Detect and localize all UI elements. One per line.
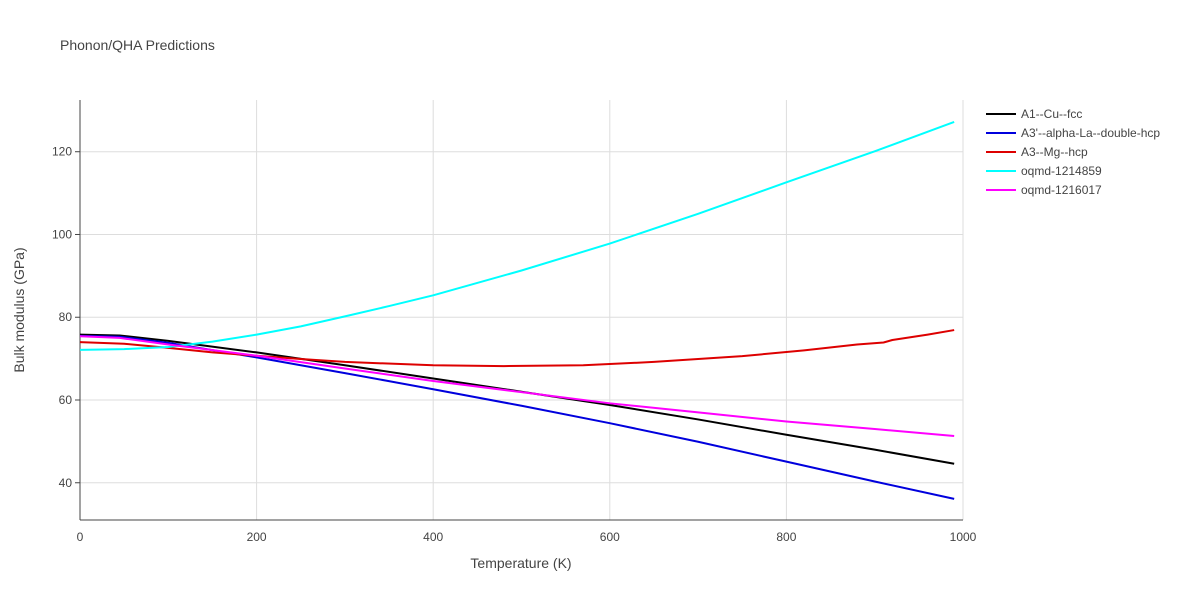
legend-label: oqmd-1214859 bbox=[1021, 164, 1102, 178]
series-line-1 bbox=[79, 333, 955, 465]
series-line-5 bbox=[79, 335, 955, 437]
x-tick-label: 400 bbox=[423, 530, 443, 544]
axes: 0 200 400 600 800 1000 40 60 80 100 120 bbox=[52, 100, 977, 544]
x-tick-label: 1000 bbox=[950, 530, 977, 544]
y-tick-label: 40 bbox=[59, 476, 73, 490]
x-tick-label: 600 bbox=[600, 530, 620, 544]
series-line-3 bbox=[79, 329, 955, 368]
x-tick-label: 800 bbox=[776, 530, 796, 544]
y-tick-label: 80 bbox=[59, 310, 73, 324]
y-axis-label: Bulk modulus (GPa) bbox=[11, 247, 27, 372]
legend: A1--Cu--fcc A3'--alpha-La--double-hcp A3--… bbox=[986, 107, 1160, 197]
legend-label: A3--Mg--hcp bbox=[1021, 145, 1088, 159]
y-tick-label: 120 bbox=[52, 145, 72, 159]
x-tick-label: 200 bbox=[247, 530, 267, 544]
grid bbox=[80, 100, 964, 520]
y-tick-label: 100 bbox=[52, 227, 72, 241]
legend-label: A1--Cu--fcc bbox=[1021, 107, 1082, 121]
series-lines bbox=[79, 120, 955, 500]
x-axis-label: Temperature (K) bbox=[470, 555, 571, 571]
series-line-2 bbox=[79, 334, 955, 500]
series-line-4 bbox=[79, 120, 955, 351]
y-tick-label: 60 bbox=[59, 393, 73, 407]
legend-label: oqmd-1216017 bbox=[1021, 183, 1102, 197]
legend-label: A3'--alpha-La--double-hcp bbox=[1021, 126, 1160, 140]
x-tick-label: 0 bbox=[77, 530, 84, 544]
chart-title: Phonon/QHA Predictions bbox=[60, 37, 215, 53]
